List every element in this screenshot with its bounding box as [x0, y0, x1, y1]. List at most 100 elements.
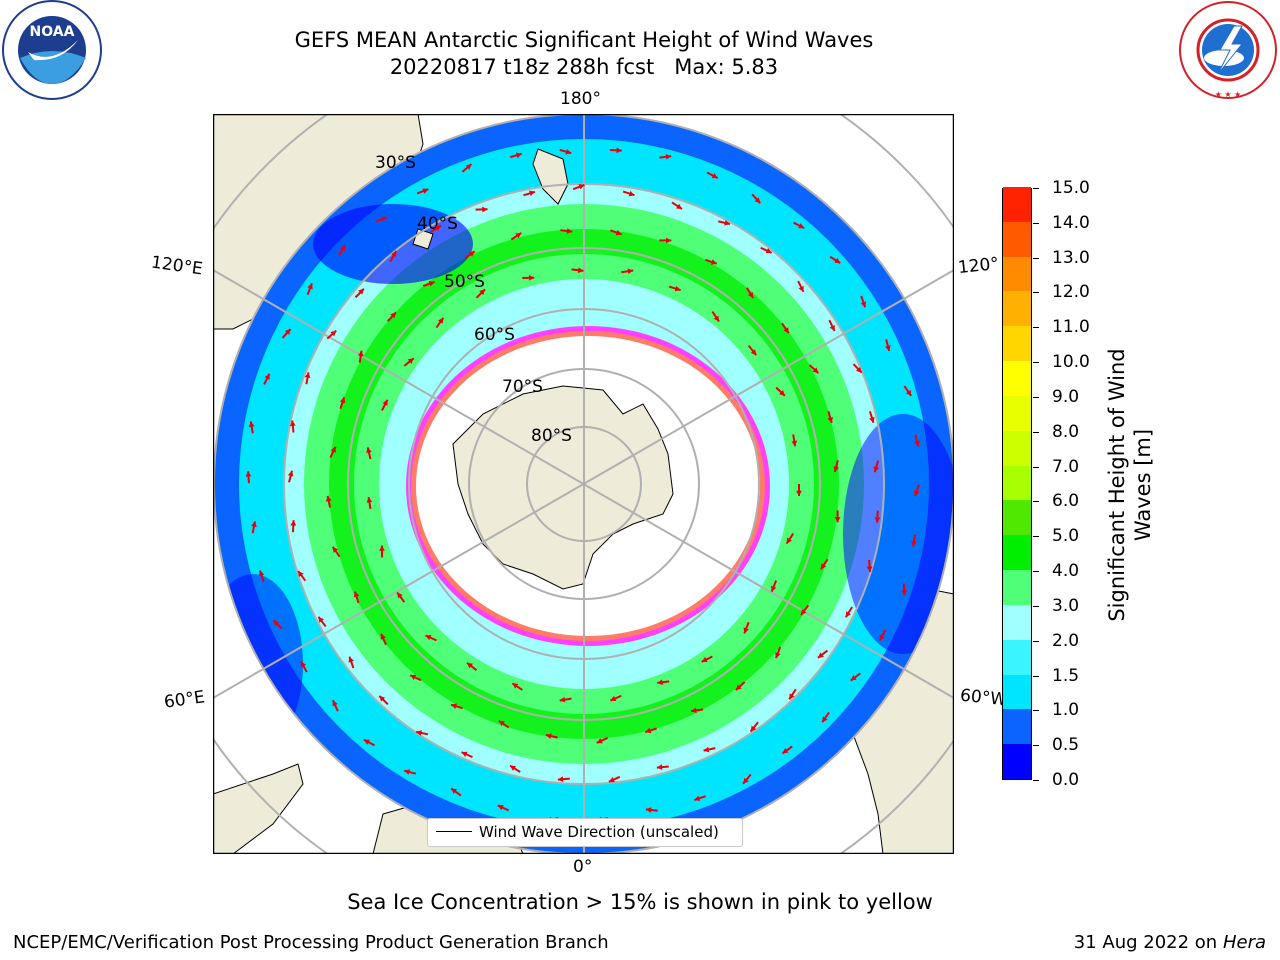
wind-wave-arrow-head [330, 446, 336, 453]
wind-wave-arrow-head [743, 777, 749, 784]
lat-label-30s: 30°S [375, 153, 416, 173]
wind-wave-arrow-head [332, 700, 338, 707]
wind-wave-arrow-head [645, 727, 652, 734]
wind-wave-arrow-head [879, 634, 885, 641]
lon-label-120w: 120° [957, 253, 1000, 279]
wind-wave-arrow-head [298, 571, 304, 577]
wind-wave-arrow-head [866, 566, 873, 572]
wind-wave-arrow-head [515, 152, 522, 159]
wind-wave-arrow-head [332, 546, 339, 553]
wind-wave-arrow-head [357, 350, 364, 357]
wind-wave-arrow-head [428, 280, 435, 287]
wind-wave-arrow-head [885, 345, 891, 351]
colorbar [1002, 186, 1032, 780]
colorbar-tick-label: 6.0 [1052, 491, 1080, 512]
wind-wave-arrow-head [711, 173, 718, 179]
wind-wave-arrow-head [783, 327, 789, 334]
wind-wave-arrow-head [325, 495, 332, 502]
colorbar-tick [1033, 362, 1039, 364]
wind-wave-arrow-head [467, 662, 473, 669]
legend-label: Wind Wave Direction (unscaled) [479, 823, 719, 841]
wind-wave-arrow-head [304, 372, 311, 379]
colorbar-tick [1033, 605, 1039, 607]
lon-label-60w: 60°W [959, 685, 1008, 711]
colorbar-segment [1003, 430, 1031, 466]
colorbar-segment [1003, 221, 1031, 257]
lat-label-70s: 70°S [502, 377, 543, 397]
chart-title: GEFS MEAN Antarctic Significant Height o… [294, 28, 874, 52]
wind-wave-arrow-head [358, 288, 364, 295]
colorbar-segment [1003, 465, 1031, 501]
wind-wave-arrow-head [390, 312, 397, 319]
wind-wave-arrow-head [710, 259, 717, 265]
lon-label-120e: 120°E [149, 252, 204, 280]
svg-text:★ ★ ★: ★ ★ ★ [1215, 90, 1242, 99]
wind-wave-arrow-head [596, 738, 603, 744]
meridian-lines [213, 114, 954, 854]
wind-wave-arrow-head [465, 164, 472, 170]
colorbar-tick [1033, 431, 1039, 433]
noaa-logo-text: NOAA [30, 24, 75, 40]
colorbar-tick [1033, 466, 1039, 468]
colorbar-segment [1003, 256, 1031, 292]
wind-wave-arrow-head [666, 237, 672, 244]
wind-wave-arrow-head [820, 563, 827, 570]
wind-wave-arrow-head [416, 730, 422, 736]
wind-wave-arrow-head [860, 301, 867, 308]
run-date-text: 31 Aug 2022 on [1073, 932, 1218, 953]
wind-wave-arrow-head [743, 627, 749, 634]
colorbar-tick-label: 0.0 [1052, 770, 1080, 790]
colorbar-segment [1003, 534, 1031, 571]
wind-wave-arrow-head [482, 206, 488, 213]
colorbar-tick [1033, 222, 1039, 224]
wind-wave-arrow-head [822, 716, 828, 723]
wind-wave-arrow-head [380, 216, 387, 222]
colorbar-tick [1033, 396, 1039, 398]
sea-ice-note: Sea Ice Concentration > 15% is shown in … [347, 890, 933, 914]
colorbar-tick-label: 4.0 [1052, 561, 1080, 582]
wind-wave-arrow-head [789, 693, 795, 700]
colorbar-segment [1003, 395, 1031, 431]
colorbar-title: Significant Height of Wind Waves [m] [1105, 348, 1155, 622]
colorbar-tick [1033, 257, 1039, 259]
wind-wave-arrow-head [289, 420, 296, 427]
wind-wave-arrow-head [437, 317, 444, 324]
wind-wave-arrow-head [451, 703, 457, 709]
wind-wave-arrow-head [834, 517, 841, 523]
lat-label-40s: 40°S [417, 214, 458, 234]
new-zealand-landmass [532, 148, 569, 205]
colorbar-tick [1033, 327, 1039, 329]
colorbar-tick-label: 0.5 [1052, 735, 1080, 756]
colorbar-segment [1003, 325, 1031, 362]
colorbar-tick-label: 9.0 [1052, 386, 1080, 407]
wind-wave-arrow-head [248, 421, 255, 428]
wind-wave-arrow-head [645, 807, 652, 813]
wind-wave-arrow-head [850, 675, 857, 681]
wind-wave-arrow-head [674, 285, 681, 292]
colorbar-tick-label: 7.0 [1052, 456, 1080, 477]
colorbar-tick [1033, 710, 1039, 712]
wind-wave-arrow-head [750, 725, 757, 732]
wind-wave-arrow-head [770, 585, 777, 592]
colorbar-segment [1003, 674, 1031, 710]
wind-wave-arrow-head [435, 225, 442, 231]
wind-wave-arrow-head [691, 707, 697, 714]
wind-wave-arrow-head [798, 223, 805, 229]
wind-wave-arrow-head [845, 611, 852, 618]
wind-wave-arrow-head [657, 679, 663, 686]
colorbar-tick-label: 3.0 [1052, 595, 1080, 616]
wind-wave-arrow-head [874, 517, 881, 523]
noaa-logo: NOAA [2, 0, 102, 100]
colorbar-tick [1033, 292, 1039, 294]
wind-wave-arrow-head [529, 190, 535, 197]
wind-wave-arrow-head [512, 683, 519, 689]
wind-wave-arrow-head [628, 190, 635, 197]
wind-wave-arrow-head [422, 188, 429, 194]
wind-wave-arrow-head [307, 283, 313, 290]
legend-line-sample [436, 831, 472, 832]
lon-label-0: 0° [573, 857, 593, 877]
wind-wave-arrow-head [578, 184, 585, 190]
wind-wave-arrow-head [798, 285, 804, 292]
wind-wave-arrow-head [339, 397, 346, 404]
colorbar-tick-label: 11.0 [1052, 317, 1090, 338]
